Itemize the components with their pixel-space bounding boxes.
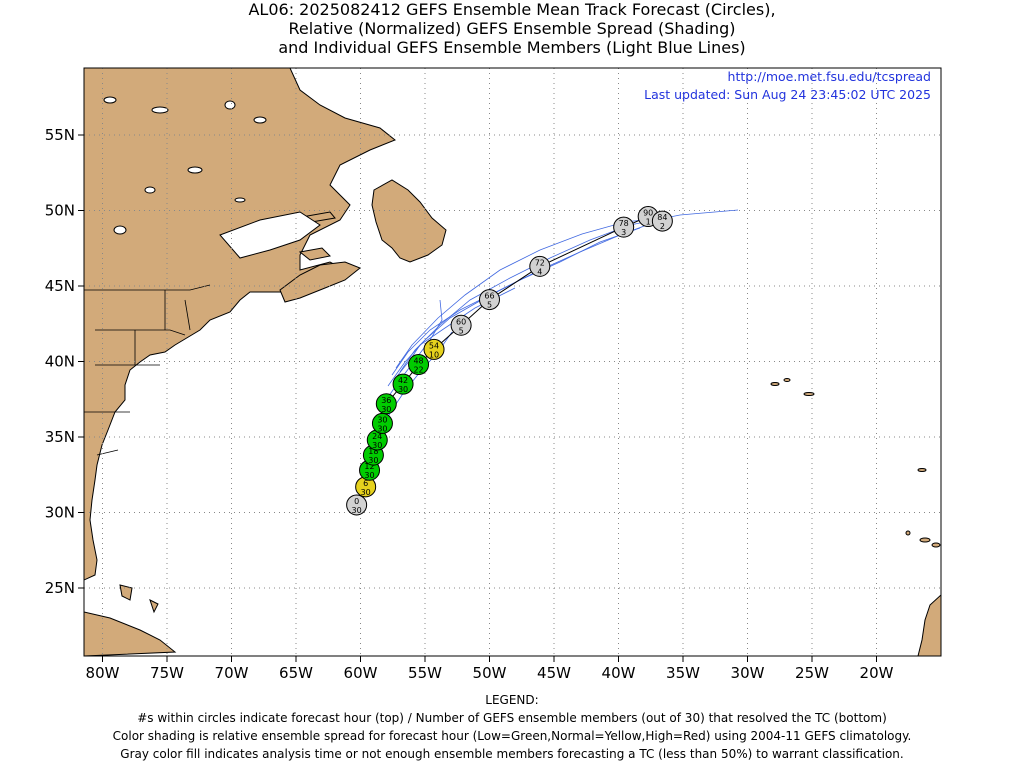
track-point: 724 [529,255,551,277]
forecast-hour-label: 24 [372,432,382,441]
member-count-label: 10 [429,350,439,359]
title-line-1: AL06: 2025082412 GEFS Ensemble Mean Trac… [248,0,776,19]
track-circle [423,338,445,360]
track-circle [450,314,472,336]
member-count-label: 1 [646,218,651,227]
lat-label: 35N [45,428,75,446]
forecast-hour-label: 90 [643,209,653,218]
forecast-hour-label: 72 [535,258,545,267]
lon-label: 40W [602,664,636,682]
forecast-hour-label: 66 [484,292,494,301]
lon-label: 80W [86,664,120,682]
track-point: 901 [637,206,659,228]
state-borders [84,284,211,456]
lon-label: 65W [279,664,313,682]
lakes [103,96,321,259]
track-point: 605 [450,314,472,336]
member-count-label: 30 [361,488,371,497]
member-count-label: 30 [377,424,387,433]
graticule [84,68,941,656]
member-count-label: 3 [621,228,626,237]
track-circle [392,373,414,395]
track-circle [651,210,673,232]
member-count-label: 30 [398,385,408,394]
info-url: http://moe.met.fsu.edu/tcspread [728,69,931,84]
member-count-label: 30 [352,506,362,515]
land-masses [84,68,941,656]
member-count-label: 5 [459,326,464,335]
track-point: 783 [613,216,635,238]
forecast-hour-label: 78 [619,219,629,228]
forecast-hour-label: 6 [363,479,368,488]
track-point: 630 [355,476,377,498]
member-line [395,217,661,369]
lat-label: 30N [45,504,75,522]
track-circle [479,289,500,311]
lon-label: 45W [537,664,571,682]
forecast-hour-label: 84 [657,213,667,222]
latitude-labels: 25N 30N 35N 40N 45N 50N 55N [45,126,75,597]
lat-label: 55N [45,126,75,144]
lon-label: 75W [150,664,184,682]
lon-label: 50W [473,664,507,682]
forecast-hour-label: 0 [354,497,359,506]
member-count-label: 30 [364,471,374,480]
lon-label: 30W [731,664,765,682]
forecast-hour-label: 60 [456,317,466,326]
track-circle [613,216,635,238]
lat-label: 45N [45,277,75,295]
legend-line-3: Gray color fill indicates analysis time … [120,747,904,761]
member-count-label: 5 [487,301,492,310]
forecast-hour-label: 12 [364,462,374,471]
lon-label: 25W [795,664,829,682]
longitude-labels: 80W 75W 70W 65W 60W 55W 50W 45W 40W 35W 30W 25W 20W [86,664,894,682]
forecast-hour-label: 30 [377,415,387,424]
title-line-2: Relative (Normalized) GEFS Ensemble Spre… [288,19,736,38]
track-circle [408,354,430,376]
mean-track-circles: 0306301230183024303030363042304822541060… [346,206,673,516]
legend-heading: LEGEND: [485,693,539,707]
last-updated: Last updated: Sun Aug 24 23:45:02 UTC 20… [644,87,931,102]
track-map: 0306301230183024303030363042304822541060… [45,67,942,682]
lon-label: 70W [215,664,249,682]
forecast-hour-label: 36 [381,396,391,405]
track-point: 665 [479,289,500,311]
lon-label: 55W [408,664,442,682]
forecast-hour-label: 18 [368,447,378,456]
member-count-label: 22 [413,366,423,375]
member-count-label: 30 [368,456,378,465]
member-count-label: 30 [372,441,382,450]
member-count-label: 4 [537,267,542,276]
title-line-3: and Individual GEFS Ensemble Members (Li… [278,38,746,57]
track-circle [529,255,551,277]
lat-label: 25N [45,579,75,597]
track-point: 030 [346,494,368,516]
track-circle [375,393,397,415]
member-count-label: 30 [381,405,391,414]
lon-label: 20W [860,664,894,682]
track-point: 842 [651,210,673,232]
track-circle [346,494,368,516]
lon-label: 60W [344,664,378,682]
forecast-hour-label: 48 [413,357,423,366]
member-count-label: 2 [660,222,665,231]
axis-ticks [78,134,877,662]
forecast-hour-label: 54 [429,341,439,350]
lat-label: 40N [45,353,75,371]
lon-label: 35W [666,664,700,682]
legend-line-2: Color shading is relative ensemble sprea… [112,729,912,743]
forecast-hour-label: 42 [398,376,408,385]
lat-label: 50N [45,202,75,220]
legend-line-1: #s within circles indicate forecast hour… [137,711,887,725]
